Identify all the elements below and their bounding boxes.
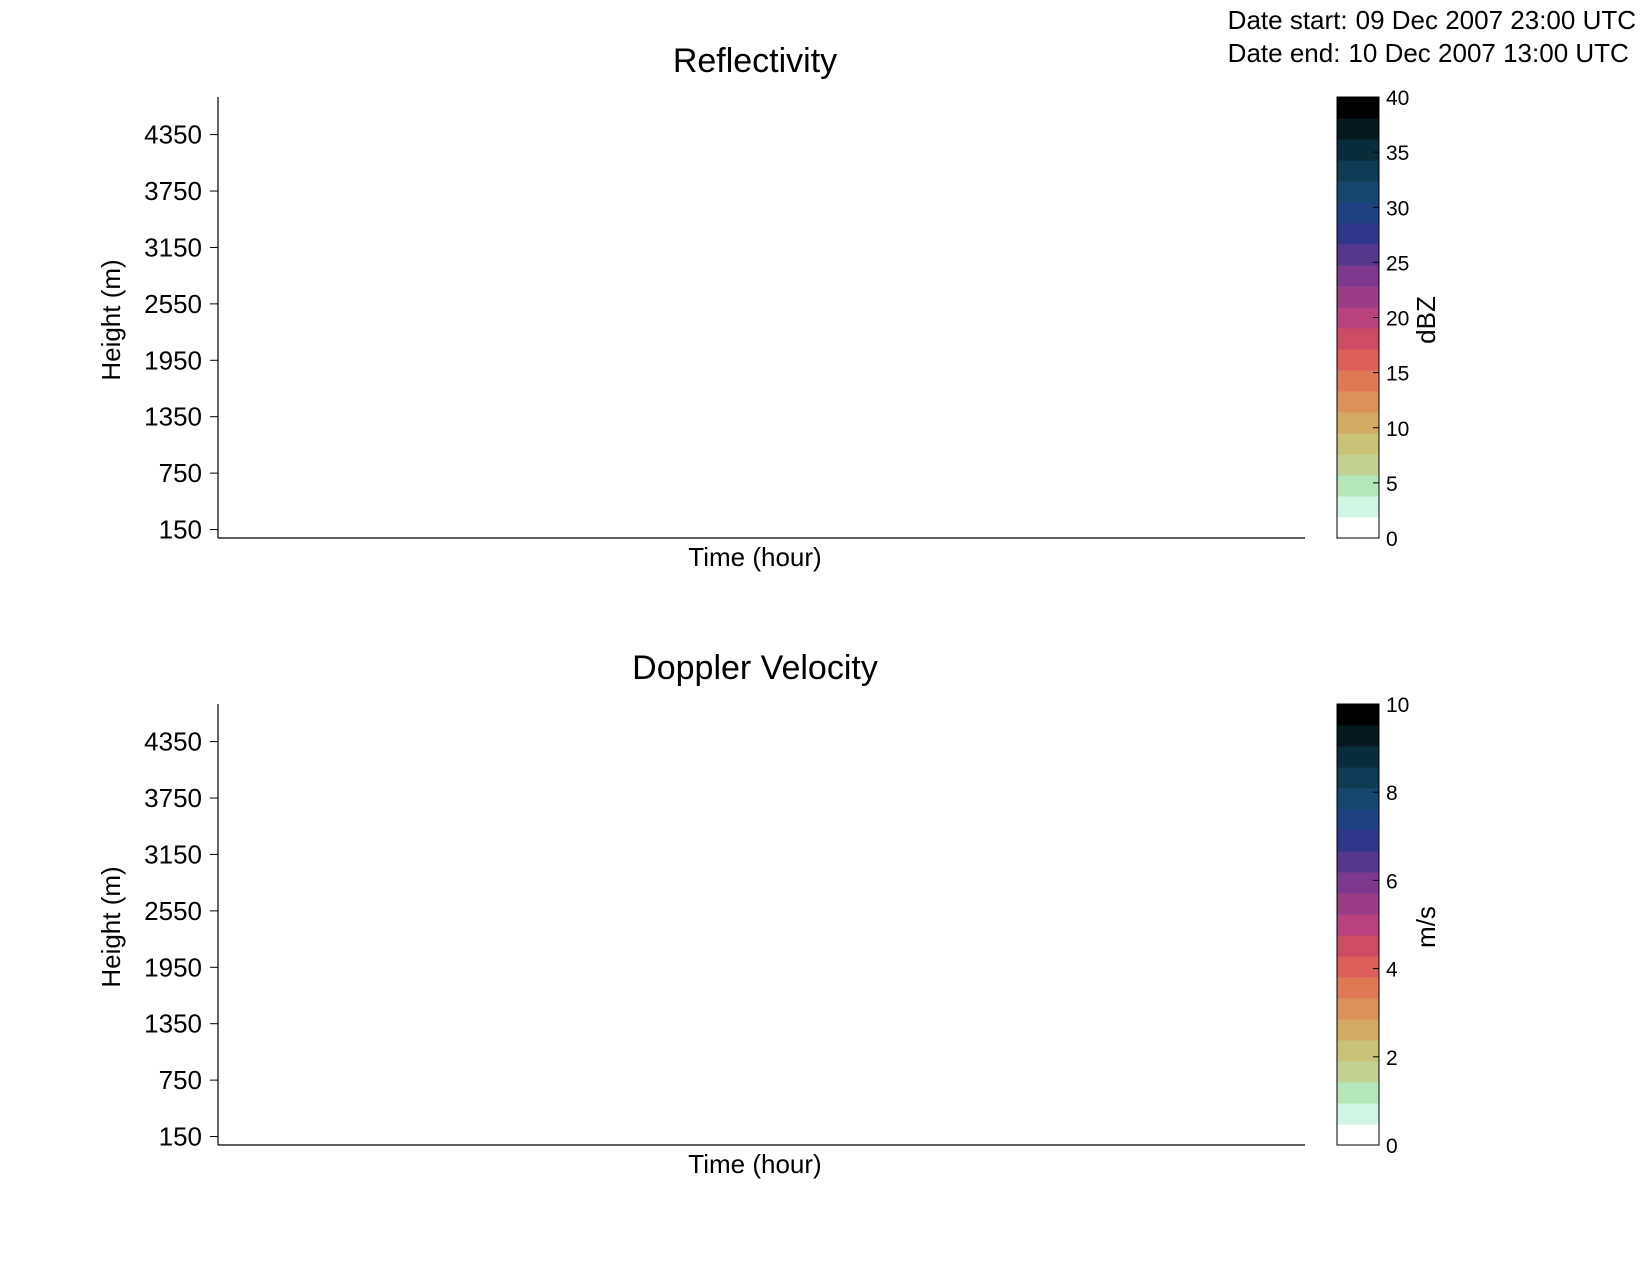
colorbar-tick-label: 35 <box>1386 142 1409 165</box>
colorbar-tick-label: 6 <box>1386 870 1398 893</box>
colorbar-band <box>1337 1082 1379 1104</box>
colorbar-band <box>1337 391 1379 413</box>
colorbar-band <box>1337 1061 1379 1083</box>
colorbar-tick-label: 25 <box>1386 252 1409 275</box>
colorbar-band <box>1337 830 1379 852</box>
date-info: Date start: 09 Dec 2007 23:00 UTC Date en… <box>1228 4 1636 70</box>
colorbar-band <box>1337 1124 1379 1146</box>
colorbar-band <box>1337 914 1379 936</box>
y-tick-label: 4350 <box>144 727 202 757</box>
y-tick-label: 4350 <box>144 120 202 150</box>
y-tick-label: 750 <box>159 1065 202 1095</box>
colorbar-band <box>1337 977 1379 999</box>
colorbar-band <box>1337 893 1379 915</box>
date-start-value: 09 Dec 2007 23:00 UTC <box>1355 5 1636 35</box>
axes: 150 750 1350 1950 2550 3150 3750 4350 <box>144 97 1305 545</box>
colorbar-band <box>1337 349 1379 371</box>
colorbar-band <box>1337 160 1379 182</box>
colorbar-band <box>1337 809 1379 831</box>
reflectivity-plot: Reflectivity Height (m) Time (hour) dBZ … <box>0 30 1650 650</box>
colorbar-frame <box>1336 703 1380 1146</box>
colorbar-band <box>1337 517 1379 539</box>
date-start-row: Date start: 09 Dec 2007 23:00 UTC <box>1228 4 1636 37</box>
y-tick-label: 1950 <box>144 345 202 375</box>
y-tick-label: 3750 <box>144 783 202 813</box>
colorbar-band <box>1337 370 1379 392</box>
colorbar-tick-label: 30 <box>1386 197 1409 220</box>
y-tick-label: 3750 <box>144 176 202 206</box>
chart-title: Reflectivity <box>673 42 837 80</box>
colorbar-band <box>1337 202 1379 224</box>
y-tick-label: 150 <box>159 1122 202 1152</box>
colorbar-band <box>1337 872 1379 894</box>
colorbar-band <box>1337 1019 1379 1041</box>
y-tick-label: 1350 <box>144 402 202 432</box>
date-start-label: Date start: <box>1227 5 1348 35</box>
y-axis-label: Height (m) <box>96 866 126 987</box>
colorbar-band <box>1337 307 1379 329</box>
y-axis-label: Height (m) <box>96 259 126 380</box>
colorbar-band <box>1337 767 1379 789</box>
colorbar-band <box>1337 118 1379 140</box>
doppler-velocity-plot: Doppler Velocity Height (m) Time (hour) … <box>0 637 1650 1257</box>
colorbar-tick-label: 5 <box>1386 473 1398 496</box>
colorbar-tick-label: 10 <box>1386 694 1409 717</box>
colorbar-label: m/s <box>1411 906 1441 948</box>
colorbar-band <box>1337 935 1379 957</box>
colorbar-tick-label: 4 <box>1386 959 1398 982</box>
date-end-row: Date end: 10 Dec 2007 13:00 UTC <box>1228 37 1636 70</box>
y-tick-label: 2550 <box>144 289 202 319</box>
colorbar-label: dBZ <box>1411 296 1441 344</box>
colorbar-band <box>1337 139 1379 161</box>
colorbar-band <box>1337 851 1379 873</box>
y-tick-label: 3150 <box>144 839 202 869</box>
colorbar: 0 5 10 15 20 25 30 35 40 <box>1336 87 1409 551</box>
colorbar-band <box>1337 433 1379 455</box>
colorbar-band <box>1337 956 1379 978</box>
colorbar-tick-label: 2 <box>1386 1047 1398 1070</box>
y-tick-label: 150 <box>159 515 202 545</box>
colorbar-tick-label: 10 <box>1386 418 1409 441</box>
colorbar-band <box>1337 328 1379 350</box>
colorbar-tick-label: 0 <box>1386 528 1398 551</box>
doppler-velocity-chart-svg: Doppler Velocity Height (m) Time (hour) … <box>96 649 1441 1179</box>
colorbar-band <box>1337 412 1379 434</box>
colorbar-band <box>1337 496 1379 518</box>
y-tick-label: 1950 <box>144 952 202 982</box>
colorbar-band <box>1337 97 1379 119</box>
colorbar-tick-label: 40 <box>1386 87 1409 110</box>
colorbar-band <box>1337 704 1379 726</box>
colorbar-band <box>1337 725 1379 747</box>
colorbar-band <box>1337 181 1379 203</box>
y-tick-label: 750 <box>159 458 202 488</box>
colorbar-band <box>1337 746 1379 768</box>
y-tick-label: 1350 <box>144 1009 202 1039</box>
colorbar-band <box>1337 475 1379 497</box>
x-axis-label: Time (hour) <box>688 1149 821 1179</box>
date-end-label: Date end: <box>1227 38 1341 68</box>
y-tick-label: 2550 <box>144 896 202 926</box>
colorbar-tick-label: 15 <box>1386 363 1409 386</box>
date-end-value: 10 Dec 2007 13:00 UTC <box>1348 38 1629 68</box>
chart-title: Doppler Velocity <box>632 649 878 687</box>
colorbar-tick-label: 20 <box>1386 308 1409 331</box>
axes: 150 750 1350 1950 2550 3150 3750 4350 <box>144 704 1305 1152</box>
colorbar-band <box>1337 1040 1379 1062</box>
colorbar: 0 2 4 6 8 10 <box>1336 694 1409 1158</box>
reflectivity-chart-svg: Reflectivity Height (m) Time (hour) dBZ … <box>96 42 1441 572</box>
colorbar-band <box>1337 286 1379 308</box>
colorbar-band <box>1337 454 1379 476</box>
colorbar-band <box>1337 788 1379 810</box>
x-axis-label: Time (hour) <box>688 542 821 572</box>
colorbar-band <box>1337 244 1379 266</box>
colorbar-band <box>1337 998 1379 1020</box>
colorbar-tick-label: 8 <box>1386 782 1398 805</box>
y-tick-label: 3150 <box>144 232 202 262</box>
colorbar-tick-label: 0 <box>1386 1135 1398 1158</box>
colorbar-band <box>1337 265 1379 287</box>
colorbar-band <box>1337 223 1379 245</box>
colorbar-band <box>1337 1103 1379 1125</box>
